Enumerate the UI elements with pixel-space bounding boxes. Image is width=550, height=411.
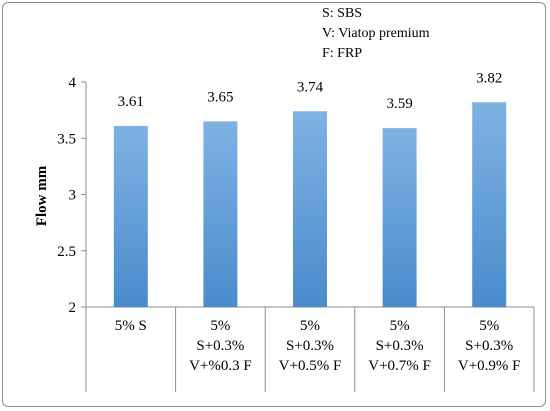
x-tick-label: 5% bbox=[390, 318, 410, 334]
x-tick-label: S+0.3% bbox=[376, 338, 424, 354]
chart-annotation: S: SBS V: Viatop premium F: FRP bbox=[322, 4, 512, 84]
y-tick-label: 3 bbox=[69, 188, 77, 204]
x-tick-label: 5% S bbox=[115, 318, 147, 334]
bar bbox=[293, 111, 327, 307]
bar bbox=[113, 125, 148, 307]
bar bbox=[382, 128, 417, 307]
x-tick-label: 5% bbox=[300, 318, 320, 334]
x-tick-label: V+0.5% F bbox=[279, 358, 342, 374]
y-tick-label: 2.5 bbox=[57, 244, 76, 260]
x-tick-label: S+0.3% bbox=[286, 338, 334, 354]
x-tick-label: V+%0.3 F bbox=[189, 358, 252, 374]
x-tick-label: S+0.3% bbox=[465, 338, 513, 354]
data-label: 3.61 bbox=[118, 94, 144, 110]
annotation-line-sbs: S: SBS bbox=[322, 6, 363, 21]
y-tick-label: 4 bbox=[69, 75, 77, 91]
data-label: 3.59 bbox=[386, 96, 412, 112]
data-label: 3.74 bbox=[297, 79, 324, 95]
x-tick-label: 5% bbox=[479, 318, 499, 334]
data-label: 3.82 bbox=[476, 70, 502, 86]
bar bbox=[472, 102, 507, 307]
bar bbox=[203, 121, 238, 307]
x-tick-label: S+0.3% bbox=[196, 338, 244, 354]
annotation-line-viatop: V: Viatop premium bbox=[322, 26, 430, 41]
y-tick-label: 3.5 bbox=[57, 131, 76, 147]
x-tick-label: V+0.7% F bbox=[368, 358, 431, 374]
annotation-line-frp: F: FRP bbox=[322, 46, 363, 61]
x-tick-label: V+0.9% F bbox=[458, 358, 521, 374]
y-axis-label: Flow mm bbox=[34, 165, 50, 226]
data-label: 3.65 bbox=[207, 89, 233, 105]
chart-frame bbox=[2, 2, 546, 407]
x-tick-label: 5% bbox=[210, 318, 230, 334]
y-tick-label: 2 bbox=[69, 300, 77, 316]
